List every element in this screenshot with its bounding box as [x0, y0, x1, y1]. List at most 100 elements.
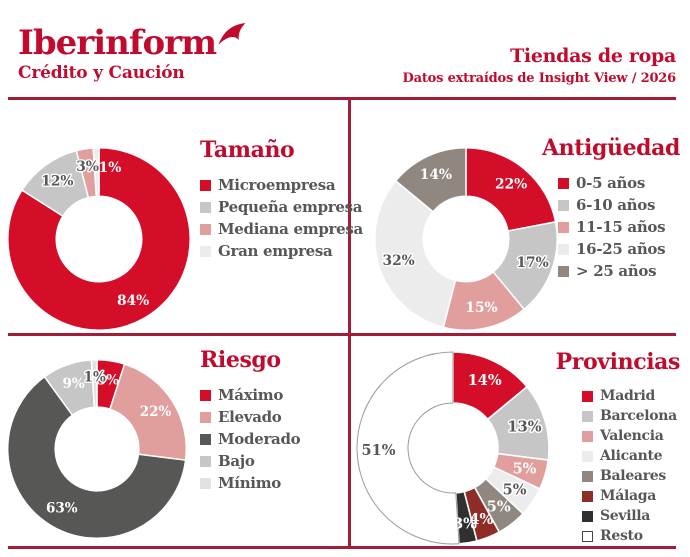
legend-item-pequena-empresa: Pequeña empresa [200, 196, 363, 218]
slice-label-gran-empresa: 1% [99, 160, 122, 176]
legend-item-malaga: Málaga [582, 486, 680, 506]
legend-swatch-maximo [200, 389, 211, 401]
legend-swatch-16-25-anos [558, 243, 569, 255]
legend-label: 11-15 años [576, 218, 666, 237]
slice-label-pequena-empresa: 12% [41, 174, 73, 190]
logo-row: Iberinform [18, 23, 247, 60]
slice-label-sevilla: 3% [453, 515, 477, 532]
donut-slice-minimo [90, 358, 98, 409]
legend-swatch-11-15-anos [558, 221, 569, 233]
legend-label: Microempresa [218, 176, 336, 195]
legend-swatch-madrid [582, 390, 593, 402]
legend-swatch-valencia [582, 430, 593, 442]
header-divider [8, 97, 676, 100]
legend-item-11-15-anos: 11-15 años [558, 216, 680, 238]
legend-swatch-resto [582, 530, 593, 542]
donut-slice-elevado [108, 363, 187, 462]
legend-tamano: Microempresa Pequeña empresa Mediana empre… [200, 174, 363, 262]
legend-item-elevado: Elevado [200, 406, 346, 428]
logo-tagline: Crédito y Caución [18, 63, 185, 83]
page-subtitle: Datos extraídos de Insight View / 2026 [402, 71, 677, 86]
slice-label-25-anos: 14% [420, 167, 452, 183]
center-horizontal-divider [8, 333, 676, 336]
legend-item-microempresa: Microempresa [200, 174, 346, 196]
legend-label: Bajo [218, 452, 255, 471]
slice-label-0-5-anos: 22% [495, 176, 527, 192]
iberinform-logo: Iberinform Crédito y Caución [18, 23, 247, 83]
legend-swatch-microempresa [200, 179, 211, 191]
panel-antiguedad: Antigüedad 0-5 años 6-10 años 11-15 años 16… [538, 136, 680, 282]
slice-label-valencia: 5% [513, 460, 537, 477]
legend-swatch-bajo [200, 455, 211, 467]
legend-label: Moderado [218, 430, 301, 449]
bottom-divider [8, 546, 676, 549]
donut-slice-resto [356, 351, 460, 545]
slice-label-madrid: 14% [468, 372, 502, 389]
legend-item-alicante: Alicante [582, 446, 680, 466]
legend-item-resto: Resto [582, 526, 680, 546]
donut-slice-moderado [7, 375, 187, 539]
legend-swatch-elevado [200, 411, 211, 423]
quadrant-provincias: 14% 13% 5% 5% 5% 4% 3% 51% Provincias Madrid Bar… [351, 336, 690, 546]
legend-riesgo: Máximo Elevado Moderado Bajo Mínimo [200, 384, 346, 494]
slice-label-barcelona: 13% [508, 419, 542, 436]
legend-swatch-alicante [582, 450, 593, 462]
panel-riesgo: Riesgo Máximo Elevado Moderado Bajo Mínimo [200, 348, 346, 494]
legend-swatch-baleares [582, 470, 593, 482]
legend-item-0-5-anos: 0-5 años [558, 172, 680, 194]
chart-title-riesgo: Riesgo [200, 347, 281, 373]
legend-item-moderado: Moderado [200, 428, 346, 450]
slice-label-mediana-empresa: 3% [76, 159, 99, 175]
legend-label: Sevilla [600, 508, 651, 525]
legend-label: 6-10 años [576, 196, 656, 215]
legend-label: 0-5 años [576, 174, 645, 193]
legend-item-bajo: Bajo [200, 450, 346, 472]
legend-item-valencia: Valencia [582, 426, 680, 446]
donut-slice-0-5-anos [465, 147, 557, 232]
legend-label: 16-25 años [576, 240, 666, 259]
legend-label: Mediana empresa [218, 220, 363, 239]
slice-label-16-25-anos: 32% [383, 253, 415, 269]
donut-chart-riesgo: 5% 22% 63% 9% 1% [7, 358, 187, 539]
slice-label-11-15-anos: 15% [465, 300, 497, 316]
slice-label-elevado: 22% [140, 404, 172, 420]
chart-title-antiguedad: Antigüedad [542, 135, 680, 161]
slice-label-resto: 51% [362, 442, 396, 459]
donut-slice-gran-empresa [92, 147, 100, 198]
legend-item-16-25-anos: 16-25 años [558, 238, 680, 260]
legend-label: Pequeña empresa [218, 198, 363, 217]
legend-item-gran-empresa: Gran empresa [200, 240, 346, 262]
legend-item-6-10-anos: 6-10 años [558, 194, 680, 216]
legend-label: Resto [600, 528, 643, 545]
donut-slice-16-25-anos [374, 179, 457, 329]
donut-chart-tamano: 84% 12%3% 1% [7, 147, 191, 331]
legend-swatch-sevilla [582, 510, 593, 522]
legend-item-mediana-empresa: Mediana empresa [200, 218, 363, 240]
legend-swatch-gran-empresa [200, 245, 211, 257]
page-title: Tiendas de ropa [510, 45, 676, 67]
legend-swatch-0-5-anos [558, 177, 569, 189]
iberinform-bird-icon [218, 23, 246, 45]
legend-swatch-malaga [582, 490, 593, 502]
center-vertical-divider [348, 97, 351, 549]
chart-title-tamano: Tamaño [200, 137, 295, 163]
panel-provincias: Provincias Madrid Barcelona Valencia Alican… [548, 349, 681, 546]
legend-label: Baleares [600, 468, 666, 485]
legend-swatch-mediana-empresa [200, 223, 211, 235]
slice-label-alicante: 5% [503, 481, 527, 498]
slice-label-moderado: 63% [46, 501, 78, 517]
legend-label: Gran empresa [218, 242, 333, 261]
slice-label-microempresa: 84% [117, 293, 149, 309]
legend-item-maximo: Máximo [200, 384, 346, 406]
legend-item-madrid: Madrid [582, 386, 680, 406]
chart-title-provincias: Provincias [555, 349, 681, 375]
slice-label-bajo: 9% [62, 376, 84, 392]
donut-chart-antiguedad: 22% 17% 15% 32% 14% [374, 147, 558, 331]
legend-label: Alicante [600, 448, 663, 465]
legend-label: Madrid [600, 388, 656, 405]
donut-slice-25-anos [394, 147, 467, 213]
legend-swatch-25-anos [558, 265, 569, 277]
doc-title-block: Tiendas de ropa Datos extraídos de Insig… [402, 45, 677, 86]
legend-item-barcelona: Barcelona [582, 406, 680, 426]
